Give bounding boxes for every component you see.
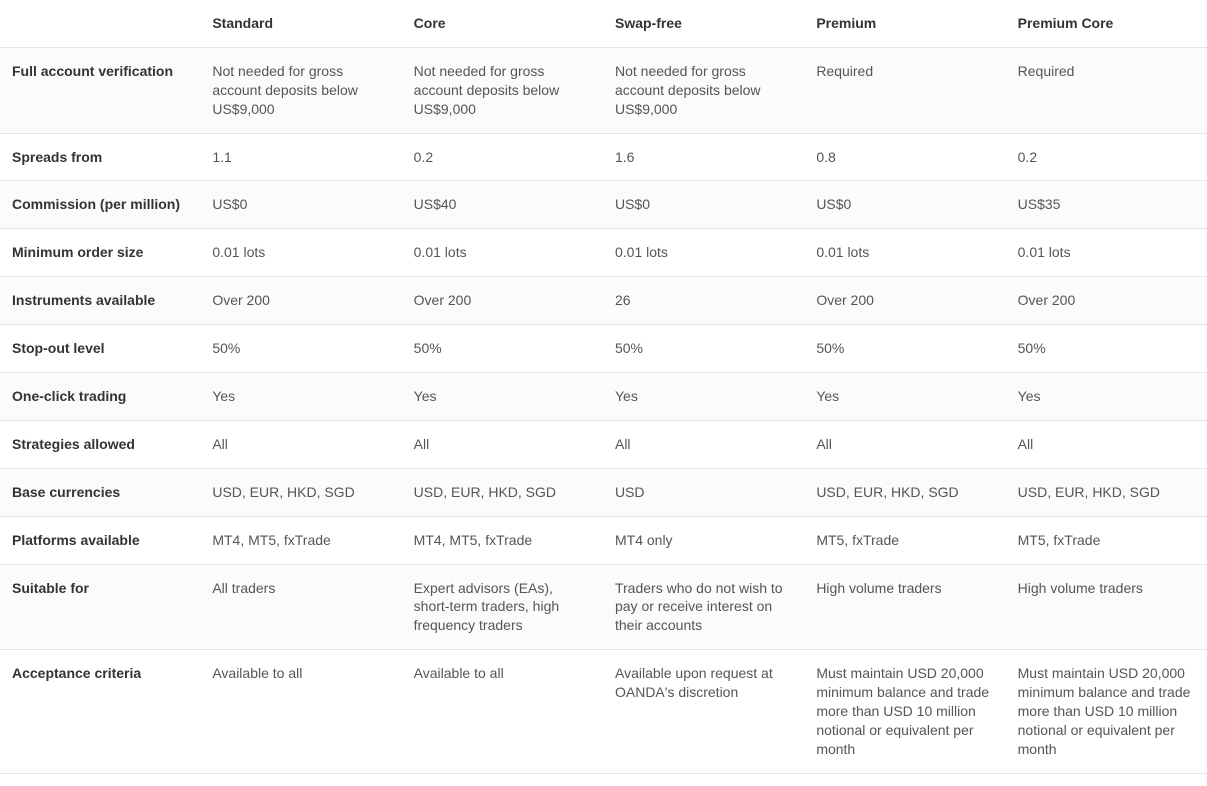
row-label: Stop-out level bbox=[0, 325, 200, 373]
row-label: Full account verification bbox=[0, 47, 200, 133]
table-cell: 0.01 lots bbox=[402, 229, 603, 277]
table-cell: Available to all bbox=[200, 650, 401, 773]
table-cell: MT5, fxTrade bbox=[804, 516, 1005, 564]
table-cell: All bbox=[603, 420, 804, 468]
table-row: Suitable for All traders Expert advisors… bbox=[0, 564, 1207, 650]
table-row: Strategies allowed All All All All All bbox=[0, 420, 1207, 468]
column-header: Premium Core bbox=[1006, 0, 1207, 47]
table-cell: 0.01 lots bbox=[1006, 229, 1207, 277]
row-label: Suitable for bbox=[0, 564, 200, 650]
table-cell: US$35 bbox=[1006, 181, 1207, 229]
table-cell: 50% bbox=[804, 325, 1005, 373]
table-cell: USD, EUR, HKD, SGD bbox=[1006, 468, 1207, 516]
row-label: Strategies allowed bbox=[0, 420, 200, 468]
table-cell: 0.8 bbox=[804, 133, 1005, 181]
row-label: Acceptance criteria bbox=[0, 650, 200, 773]
table-cell: 0.01 lots bbox=[200, 229, 401, 277]
table-row: Stop-out level 50% 50% 50% 50% 50% bbox=[0, 325, 1207, 373]
row-label: Instruments available bbox=[0, 277, 200, 325]
table-cell: 50% bbox=[603, 325, 804, 373]
row-label: Commission (per million) bbox=[0, 181, 200, 229]
table-cell: 0.01 lots bbox=[804, 229, 1005, 277]
table-cell: Traders who do not wish to pay or receiv… bbox=[603, 564, 804, 650]
row-label: One-click trading bbox=[0, 373, 200, 421]
table-row: Full account verification Not needed for… bbox=[0, 47, 1207, 133]
table-cell: Yes bbox=[200, 373, 401, 421]
table-cell: Yes bbox=[804, 373, 1005, 421]
table-cell: 1.1 bbox=[200, 133, 401, 181]
column-header: Swap-free bbox=[603, 0, 804, 47]
table-cell: Must maintain USD 20,000 minimum balance… bbox=[804, 650, 1005, 773]
table-body: Full account verification Not needed for… bbox=[0, 47, 1207, 773]
table-cell: Over 200 bbox=[200, 277, 401, 325]
table-cell: USD, EUR, HKD, SGD bbox=[804, 468, 1005, 516]
table-row: Spreads from 1.1 0.2 1.6 0.8 0.2 bbox=[0, 133, 1207, 181]
table-cell: Available to all bbox=[402, 650, 603, 773]
table-cell: MT4, MT5, fxTrade bbox=[402, 516, 603, 564]
table-cell: MT5, fxTrade bbox=[1006, 516, 1207, 564]
row-label: Minimum order size bbox=[0, 229, 200, 277]
table-cell: Expert advisors (EAs), short-term trader… bbox=[402, 564, 603, 650]
table-cell: All bbox=[1006, 420, 1207, 468]
table-row: Base currencies USD, EUR, HKD, SGD USD, … bbox=[0, 468, 1207, 516]
column-header: Standard bbox=[200, 0, 401, 47]
table-cell: 0.2 bbox=[1006, 133, 1207, 181]
table-cell: Yes bbox=[603, 373, 804, 421]
table-cell: 50% bbox=[200, 325, 401, 373]
table-cell: US$0 bbox=[200, 181, 401, 229]
table-cell: Must maintain USD 20,000 minimum balance… bbox=[1006, 650, 1207, 773]
table-header: Standard Core Swap-free Premium Premium … bbox=[0, 0, 1207, 47]
table-cell: US$0 bbox=[603, 181, 804, 229]
table-row: Minimum order size 0.01 lots 0.01 lots 0… bbox=[0, 229, 1207, 277]
column-header: Core bbox=[402, 0, 603, 47]
table-cell: US$0 bbox=[804, 181, 1005, 229]
table-row: Instruments available Over 200 Over 200 … bbox=[0, 277, 1207, 325]
table-cell: Over 200 bbox=[402, 277, 603, 325]
row-label: Spreads from bbox=[0, 133, 200, 181]
row-label: Platforms available bbox=[0, 516, 200, 564]
table-cell: USD bbox=[603, 468, 804, 516]
table-cell: Yes bbox=[402, 373, 603, 421]
table-cell: MT4 only bbox=[603, 516, 804, 564]
table-cell: Not needed for gross account deposits be… bbox=[200, 47, 401, 133]
table-cell: USD, EUR, HKD, SGD bbox=[402, 468, 603, 516]
table-cell: High volume traders bbox=[804, 564, 1005, 650]
column-header: Premium bbox=[804, 0, 1005, 47]
table-cell: US$40 bbox=[402, 181, 603, 229]
table-cell: Required bbox=[1006, 47, 1207, 133]
row-label: Base currencies bbox=[0, 468, 200, 516]
table-cell: 26 bbox=[603, 277, 804, 325]
table-cell: High volume traders bbox=[1006, 564, 1207, 650]
table-cell: All bbox=[804, 420, 1005, 468]
account-comparison-table: Standard Core Swap-free Premium Premium … bbox=[0, 0, 1207, 774]
table-cell: All bbox=[200, 420, 401, 468]
table-cell: 1.6 bbox=[603, 133, 804, 181]
table-cell: Not needed for gross account deposits be… bbox=[603, 47, 804, 133]
column-header-blank bbox=[0, 0, 200, 47]
table-cell: Available upon request at OANDA's discre… bbox=[603, 650, 804, 773]
table-cell: USD, EUR, HKD, SGD bbox=[200, 468, 401, 516]
table-row: One-click trading Yes Yes Yes Yes Yes bbox=[0, 373, 1207, 421]
table-cell: 50% bbox=[1006, 325, 1207, 373]
table-cell: Yes bbox=[1006, 373, 1207, 421]
table-cell: Over 200 bbox=[1006, 277, 1207, 325]
table-cell: Required bbox=[804, 47, 1005, 133]
table-cell: Not needed for gross account deposits be… bbox=[402, 47, 603, 133]
table-cell: 0.2 bbox=[402, 133, 603, 181]
table-row: Acceptance criteria Available to all Ava… bbox=[0, 650, 1207, 773]
table-row: Commission (per million) US$0 US$40 US$0… bbox=[0, 181, 1207, 229]
table-row: Platforms available MT4, MT5, fxTrade MT… bbox=[0, 516, 1207, 564]
table-cell: 50% bbox=[402, 325, 603, 373]
table-cell: 0.01 lots bbox=[603, 229, 804, 277]
table-cell: MT4, MT5, fxTrade bbox=[200, 516, 401, 564]
table-cell: All bbox=[402, 420, 603, 468]
table-cell: All traders bbox=[200, 564, 401, 650]
table-cell: Over 200 bbox=[804, 277, 1005, 325]
